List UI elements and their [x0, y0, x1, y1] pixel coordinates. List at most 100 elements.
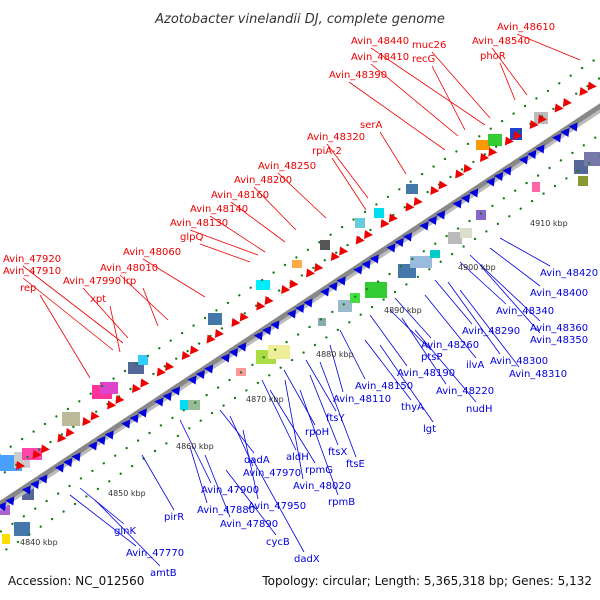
- gene-label-avin-48350: Avin_48350: [530, 335, 588, 346]
- leader-cycb: [225, 469, 277, 536]
- tick-dot: [398, 188, 401, 191]
- feature-box-30: [476, 140, 490, 150]
- gene-label-avin-48540: Avin_48540: [472, 36, 530, 47]
- feature-box-14: [256, 280, 270, 290]
- tick-dot: [216, 386, 220, 389]
- reverse-arrow: [220, 353, 230, 363]
- gene-label-rpmb: rpmB: [328, 497, 355, 508]
- gene-label-avin-48020: Avin_48020: [293, 481, 351, 492]
- gene-label-sera: serA: [360, 120, 382, 131]
- tick-dot: [359, 313, 362, 316]
- feature-box-8: [208, 313, 222, 325]
- forward-arrow: [16, 461, 25, 470]
- tick-dot: [542, 192, 545, 195]
- gene-label-avin-48190: Avin_48190: [397, 368, 455, 379]
- leader-dadx: [251, 457, 305, 553]
- forward-arrow: [538, 114, 547, 124]
- tick-dot: [222, 404, 225, 407]
- tick-dot: [22, 515, 25, 518]
- leader-avin-47950: [242, 429, 259, 500]
- leader-avin-47920: [22, 265, 124, 344]
- forward-arrow: [82, 417, 92, 426]
- topology-label: Topology: circular; Length: 5,365,318 bp…: [262, 574, 592, 588]
- tick-dot: [312, 266, 315, 270]
- kbp-label-4870-kbp: 4870 kbp: [246, 395, 284, 404]
- leader-avin-48160: [230, 201, 286, 243]
- tick-dot: [114, 454, 117, 457]
- reverse-arrow: [469, 188, 479, 198]
- tick-dot: [285, 340, 288, 344]
- leader-avin-48320: [326, 143, 369, 199]
- tick-dot: [335, 251, 338, 254]
- tick-dot: [530, 199, 534, 203]
- reverse-arrow: [552, 133, 562, 143]
- forward-arrow: [107, 400, 117, 410]
- gene-label-avin-48140: Avin_48140: [190, 204, 248, 215]
- tick-dot: [268, 374, 271, 377]
- forward-arrow: [57, 433, 67, 443]
- forward-arrow: [355, 235, 365, 245]
- forward-arrow: [289, 279, 299, 289]
- tick-dot: [491, 204, 494, 208]
- reverse-arrow: [502, 166, 512, 176]
- leader-avin-47900: [179, 419, 212, 484]
- forward-arrow: [405, 202, 415, 212]
- tick-dot: [369, 228, 372, 232]
- kbp-label-4880-kbp: 4880 kbp: [316, 350, 354, 359]
- gene-label-avin-48130: Avin_48130: [170, 218, 228, 229]
- tick-dot: [26, 455, 29, 459]
- tick-dot: [171, 416, 174, 420]
- tick-dot: [571, 151, 574, 155]
- tick-dot: [302, 351, 305, 354]
- tick-dot: [496, 222, 500, 226]
- leader-avin-48390: [348, 81, 446, 151]
- tick-dot: [411, 257, 414, 261]
- tick-dot: [340, 225, 344, 229]
- gene-arrows: [0, 81, 597, 511]
- leader-glpq: [199, 243, 251, 263]
- forward-arrow: [562, 98, 572, 107]
- reverse-arrow: [30, 480, 40, 489]
- tick-dot: [260, 278, 264, 282]
- tick-dot: [434, 242, 437, 245]
- tick-dot: [365, 287, 368, 291]
- reverse-arrow: [237, 342, 247, 352]
- tick-dot: [354, 295, 357, 298]
- tick-dot: [146, 354, 150, 358]
- gene-label-avin-48360: Avin_48360: [530, 323, 588, 334]
- tick-dot: [405, 283, 408, 286]
- forward-arrow: [156, 367, 166, 377]
- reverse-arrow: [187, 375, 197, 385]
- tick-dot: [439, 260, 442, 263]
- leader-recg: [431, 65, 466, 131]
- tick-dot: [169, 339, 172, 342]
- forward-arrow: [256, 301, 266, 311]
- feature-box-25: [460, 228, 472, 238]
- gene-label-cycb: cycB: [266, 537, 290, 548]
- forward-arrow: [587, 81, 597, 91]
- tick-dot: [153, 449, 157, 453]
- forward-arrow: [314, 263, 324, 272]
- tick-dot: [0, 453, 1, 456]
- gene-label-avin-48200: Avin_48200: [234, 175, 292, 186]
- tick-dot: [175, 357, 178, 360]
- reverse-arrow: [535, 144, 545, 154]
- tick-dot: [336, 328, 340, 332]
- tick-dot: [72, 425, 75, 429]
- tick-dot: [91, 469, 94, 473]
- forward-arrow: [65, 428, 75, 437]
- tick-dot: [592, 59, 595, 62]
- leader-nudh: [414, 329, 477, 403]
- leader-amtb: [94, 499, 161, 567]
- tick-dot: [130, 464, 134, 468]
- tick-dot: [100, 384, 104, 388]
- leader-avin-48540: [491, 47, 528, 96]
- forward-arrow: [529, 120, 539, 129]
- gene-label-avin-47910: Avin_47910: [3, 266, 61, 277]
- tick-dot: [300, 274, 304, 277]
- gene-label-ftse: ftsE: [346, 459, 365, 470]
- reverse-arrow: [353, 265, 363, 275]
- leader-lgt: [379, 344, 434, 423]
- forward-arrow: [364, 230, 373, 239]
- tick-dot: [382, 298, 385, 301]
